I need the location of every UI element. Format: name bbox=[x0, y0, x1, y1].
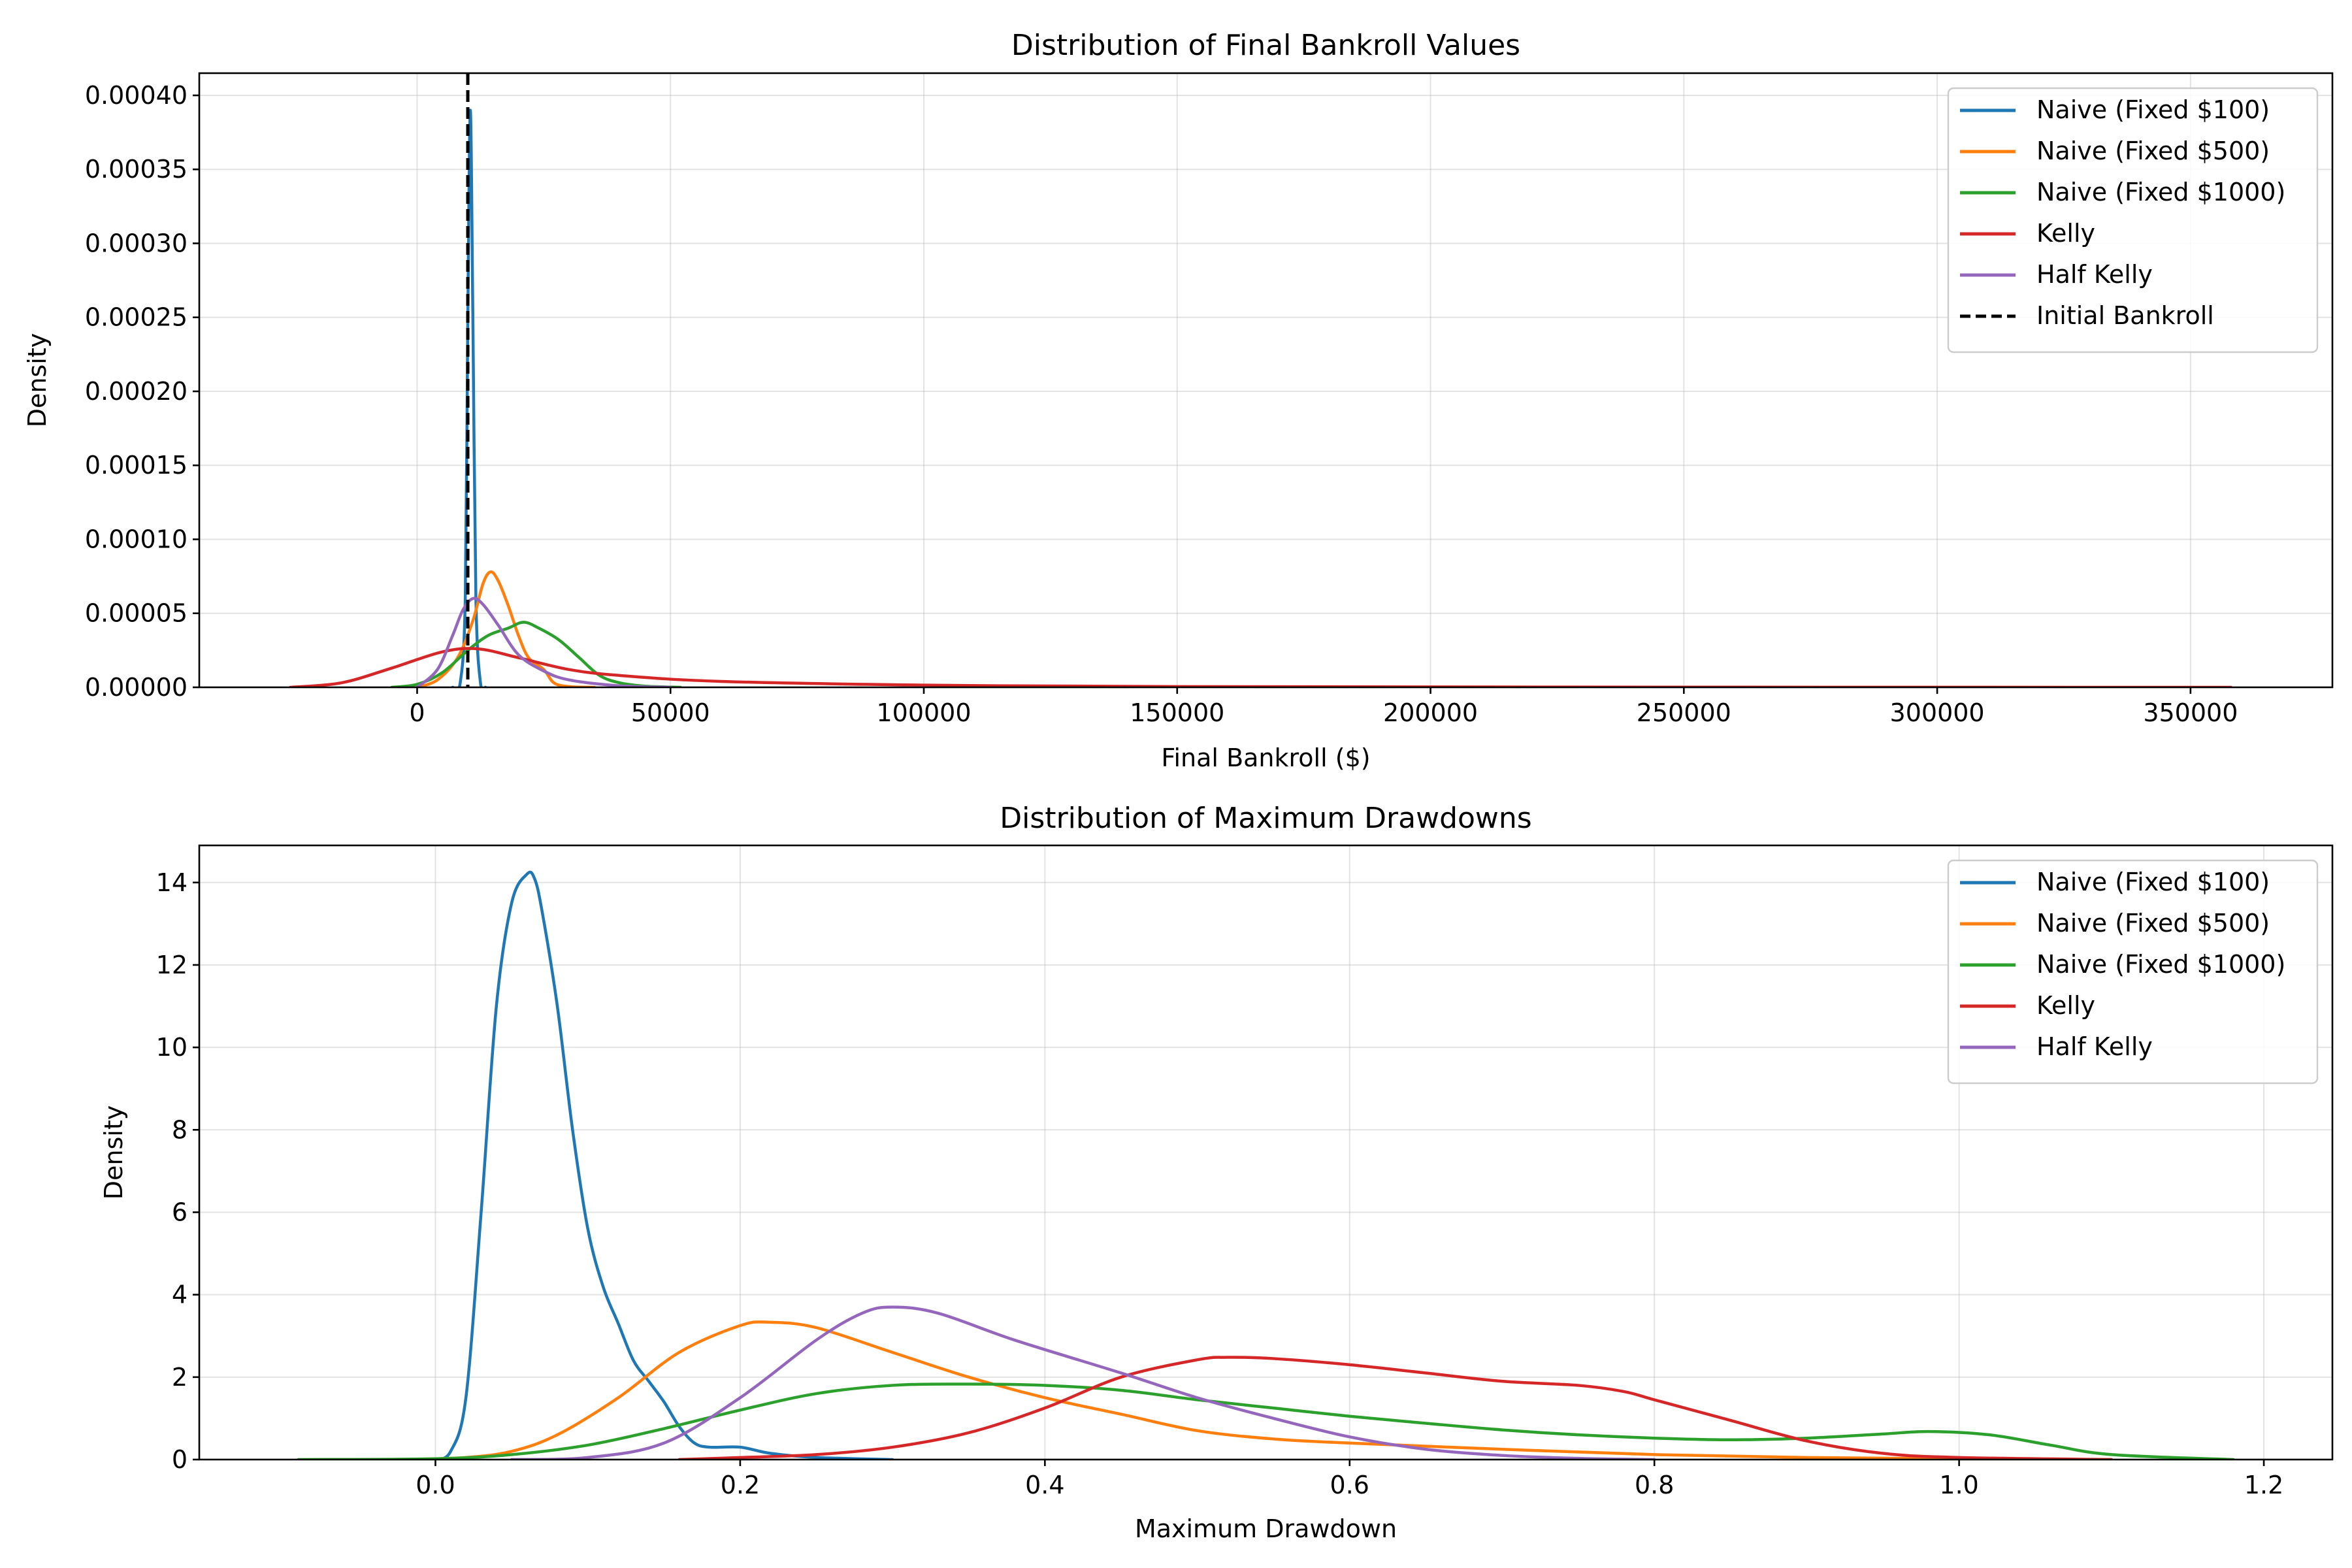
y-tick-label: 0.00040 bbox=[85, 81, 188, 110]
y-tick-label: 14 bbox=[156, 868, 188, 897]
y-tick-label: 0.00020 bbox=[85, 377, 188, 406]
x-tick-label: 1.2 bbox=[2244, 1471, 2283, 1499]
y-axis-label: Density bbox=[23, 333, 52, 427]
y-tick-label: 2 bbox=[172, 1363, 188, 1392]
series-line-naive-fixed-100 bbox=[434, 870, 894, 1460]
legend-label: Naive (Fixed $1000) bbox=[2036, 950, 2285, 979]
x-tick-label: 300000 bbox=[1890, 698, 1985, 727]
legend-label: Naive (Fixed $1000) bbox=[2036, 178, 2285, 206]
drawdown-chart: 0.0 0.2 0.4 0.6 0.8 1.0 1.2 0 2 4 6 8 10 12 14 Distribu… bbox=[99, 802, 2334, 1543]
x-tick-label: 0.8 bbox=[1635, 1471, 1674, 1499]
legend: Naive (Fixed $100) Naive (Fixed $500) Naiv… bbox=[1947, 859, 2319, 1085]
x-tick-label: 150000 bbox=[1130, 698, 1224, 727]
y-axis-label: Density bbox=[99, 1105, 128, 1200]
series-line-naive-fixed-500 bbox=[416, 570, 596, 687]
x-tick-label: 1.0 bbox=[1939, 1471, 1978, 1499]
y-tick-label: 10 bbox=[156, 1033, 188, 1062]
x-tick-label: 250000 bbox=[1637, 698, 1731, 727]
axes-frame bbox=[198, 72, 2334, 689]
x-tick-label: 0.6 bbox=[1330, 1471, 1369, 1499]
x-tick-label: 50000 bbox=[631, 698, 710, 727]
legend-label: Half Kelly bbox=[2036, 260, 2153, 289]
legend-label: Naive (Fixed $100) bbox=[2036, 868, 2270, 896]
y-tick-label: 0.00000 bbox=[85, 673, 188, 702]
y-tick-label: 0.00015 bbox=[85, 451, 188, 480]
series-line-naive-fixed-1000 bbox=[297, 1382, 2235, 1460]
y-tick-label: 4 bbox=[172, 1281, 188, 1309]
legend-label: Naive (Fixed $100) bbox=[2036, 95, 2270, 124]
series-line-naive-fixed-1000 bbox=[390, 621, 683, 687]
x-tick-label: 200000 bbox=[1383, 698, 1478, 727]
series-line-kelly bbox=[678, 1356, 2114, 1460]
x-tick-label: 0 bbox=[409, 698, 425, 727]
y-tick-label: 0.00025 bbox=[85, 303, 188, 332]
plot-area bbox=[289, 73, 2233, 687]
plot-area bbox=[297, 870, 2235, 1460]
series-line-half-kelly bbox=[510, 1305, 1656, 1460]
y-tick-label: 0.00035 bbox=[85, 155, 188, 184]
legend-label: Naive (Fixed $500) bbox=[2036, 909, 2270, 938]
x-tick-label: 0.0 bbox=[416, 1471, 455, 1499]
x-tick-label: 100000 bbox=[876, 698, 971, 727]
legend-box bbox=[1947, 859, 2319, 1085]
y-tick-label: 0.00010 bbox=[85, 525, 188, 553]
axes-frame bbox=[198, 844, 2334, 1461]
y-tick-label: 0.00005 bbox=[85, 599, 188, 628]
legend-label: Naive (Fixed $500) bbox=[2036, 137, 2270, 165]
y-tick-label: 0 bbox=[172, 1445, 188, 1474]
legend: Naive (Fixed $100) Naive (Fixed $500) Naiv… bbox=[1947, 87, 2319, 353]
legend-label: Kelly bbox=[2036, 219, 2095, 248]
series-line-naive-fixed-500 bbox=[403, 1320, 2114, 1460]
x-tick-label: 0.2 bbox=[721, 1471, 760, 1499]
x-axis-label: Final Bankroll ($) bbox=[1161, 743, 1370, 772]
legend-label: Kelly bbox=[2036, 991, 2095, 1020]
y-tick-label: 12 bbox=[156, 951, 188, 979]
bankroll-chart: 0 50000 100000 150000 200000 250000 300000 3500… bbox=[23, 29, 2334, 772]
y-tick-label: 0.00030 bbox=[85, 229, 188, 257]
x-tick-label: 0.4 bbox=[1025, 1471, 1064, 1499]
chart-title: Distribution of Maximum Drawdowns bbox=[1000, 802, 1531, 835]
y-tick-label: 6 bbox=[172, 1198, 188, 1226]
legend-label: Half Kelly bbox=[2036, 1032, 2153, 1061]
legend-box bbox=[1947, 87, 2319, 353]
x-tick-label: 350000 bbox=[2143, 698, 2238, 727]
legend-label: Initial Bankroll bbox=[2036, 301, 2214, 330]
series-line-half-kelly bbox=[416, 596, 672, 687]
y-tick-label: 8 bbox=[172, 1115, 188, 1144]
x-axis-label: Maximum Drawdown bbox=[1135, 1514, 1397, 1543]
chart-title: Distribution of Final Bankroll Values bbox=[1011, 29, 1520, 62]
